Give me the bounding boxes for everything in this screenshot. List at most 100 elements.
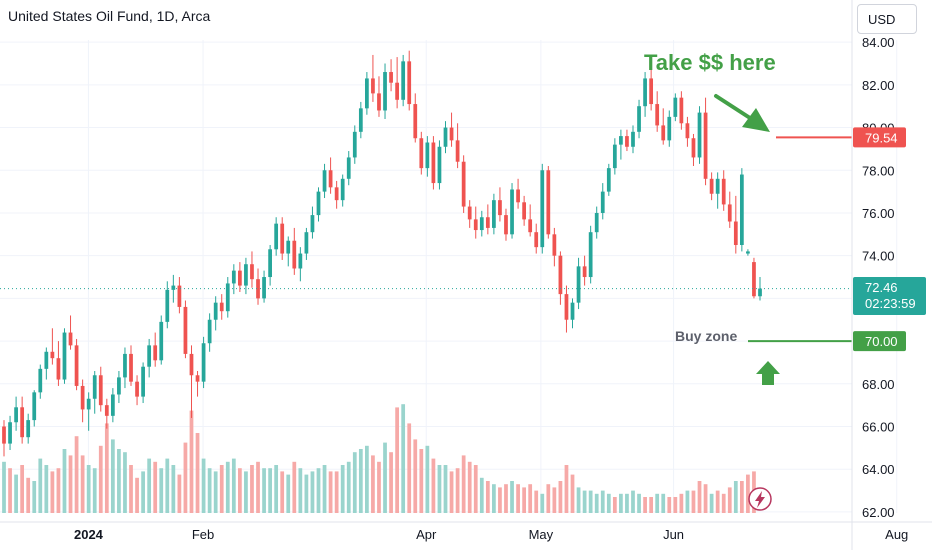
volume-bar	[280, 471, 285, 513]
candle-body	[534, 232, 539, 248]
volume-bar	[2, 461, 6, 513]
volume-bar	[492, 484, 496, 513]
candle-body	[588, 232, 593, 278]
candle-body	[262, 277, 266, 299]
candle-body	[383, 72, 387, 111]
volume-bar	[685, 490, 690, 513]
level-tag-70-00: 70.00	[853, 331, 906, 352]
last-price-value: 72.46	[865, 280, 898, 295]
candle-body	[304, 232, 309, 254]
lightning-event-icon[interactable]	[748, 487, 772, 511]
candle-body	[739, 174, 744, 246]
candle-body	[419, 138, 424, 169]
candle-body	[564, 294, 569, 320]
candle-body	[425, 142, 430, 169]
candle-body	[485, 217, 490, 228]
candle-body	[413, 104, 418, 139]
volume-bar	[250, 465, 254, 513]
candle-body	[479, 217, 484, 231]
level-tag-text: 79.54	[865, 130, 898, 145]
volume-bar	[26, 477, 31, 513]
candle-body	[365, 78, 369, 109]
volume-bar	[371, 455, 375, 513]
candle-body	[673, 97, 678, 117]
candle-body	[26, 420, 31, 438]
volume-bar	[582, 490, 587, 513]
last-price-countdown: 02:23:59	[865, 296, 916, 311]
candle-body	[395, 82, 399, 100]
volume-bar	[92, 468, 97, 513]
volume-bar	[365, 445, 369, 513]
candle-body	[98, 375, 103, 406]
volume-bar	[74, 436, 79, 513]
volume-bar	[129, 465, 133, 513]
candle-body	[667, 116, 672, 141]
volume-bar	[443, 465, 448, 513]
volume-bar	[534, 490, 539, 513]
candle-body	[637, 106, 641, 132]
candle-body	[612, 144, 617, 169]
volume-bar	[135, 477, 139, 513]
volume-bar	[594, 493, 599, 513]
volume-bar	[691, 490, 696, 513]
candle-body	[510, 189, 514, 235]
candle-body	[401, 61, 406, 100]
candle-body	[298, 253, 303, 269]
candle-body	[371, 78, 375, 94]
currency-button[interactable]: USD	[857, 4, 917, 34]
volume-bar	[340, 465, 345, 513]
down-right-arrow-icon[interactable]	[714, 94, 770, 132]
volume-bar	[352, 452, 357, 513]
volume-bar	[304, 474, 309, 513]
x-tick-label: Aug	[885, 527, 908, 542]
volume-bar	[661, 493, 666, 513]
volume-bar	[123, 452, 127, 513]
volume-bar	[461, 455, 466, 513]
volume-bar	[746, 474, 750, 513]
volume-bar	[709, 493, 714, 513]
candle-body	[522, 202, 527, 220]
volume-bar	[328, 471, 333, 513]
candle-body	[56, 358, 61, 380]
volume-bar	[98, 445, 103, 513]
candle-body	[758, 288, 762, 297]
volume-bar	[643, 497, 647, 513]
volume-bar	[516, 484, 520, 513]
price-scale[interactable]: 62.0064.0066.0068.0070.0072.0074.0076.00…	[851, 0, 895, 550]
candle-body	[201, 343, 206, 382]
x-tick-label: 2024	[74, 527, 104, 542]
candle-body	[316, 191, 321, 216]
volume-bar	[32, 481, 37, 513]
candle-body	[225, 283, 230, 312]
candle-body	[715, 178, 720, 194]
volume-bar	[298, 468, 303, 513]
volume-bar	[165, 458, 170, 513]
volume-bar	[286, 474, 291, 513]
buy-zone-annotation[interactable]: Buy zone	[675, 328, 737, 344]
x-tick-label: Apr	[416, 527, 437, 542]
up-arrow-icon[interactable]	[756, 361, 780, 385]
volume-bar	[231, 458, 236, 513]
candle-body	[528, 219, 533, 233]
candle-body	[437, 146, 442, 184]
x-axis[interactable]: 2024FebAprMayJunAugSe	[0, 521, 932, 542]
candle-body	[498, 200, 502, 216]
candle-body	[449, 127, 454, 141]
candle-body	[183, 306, 188, 354]
y-tick-label: 84.00	[862, 35, 895, 50]
candle-body	[558, 255, 563, 295]
candle-body	[340, 178, 345, 201]
candle-body	[159, 321, 164, 361]
volume-bar	[189, 410, 194, 513]
candle-body	[213, 302, 218, 320]
candle-body	[733, 221, 738, 246]
volume-bar	[655, 493, 660, 513]
volume-bar	[679, 493, 684, 513]
volume-bar	[183, 442, 188, 513]
candle-body	[467, 206, 472, 220]
candle-body	[74, 345, 79, 386]
take-profit-annotation[interactable]: Take $$ here	[644, 50, 776, 75]
candle-body	[147, 345, 152, 367]
volume-bar	[377, 461, 381, 513]
